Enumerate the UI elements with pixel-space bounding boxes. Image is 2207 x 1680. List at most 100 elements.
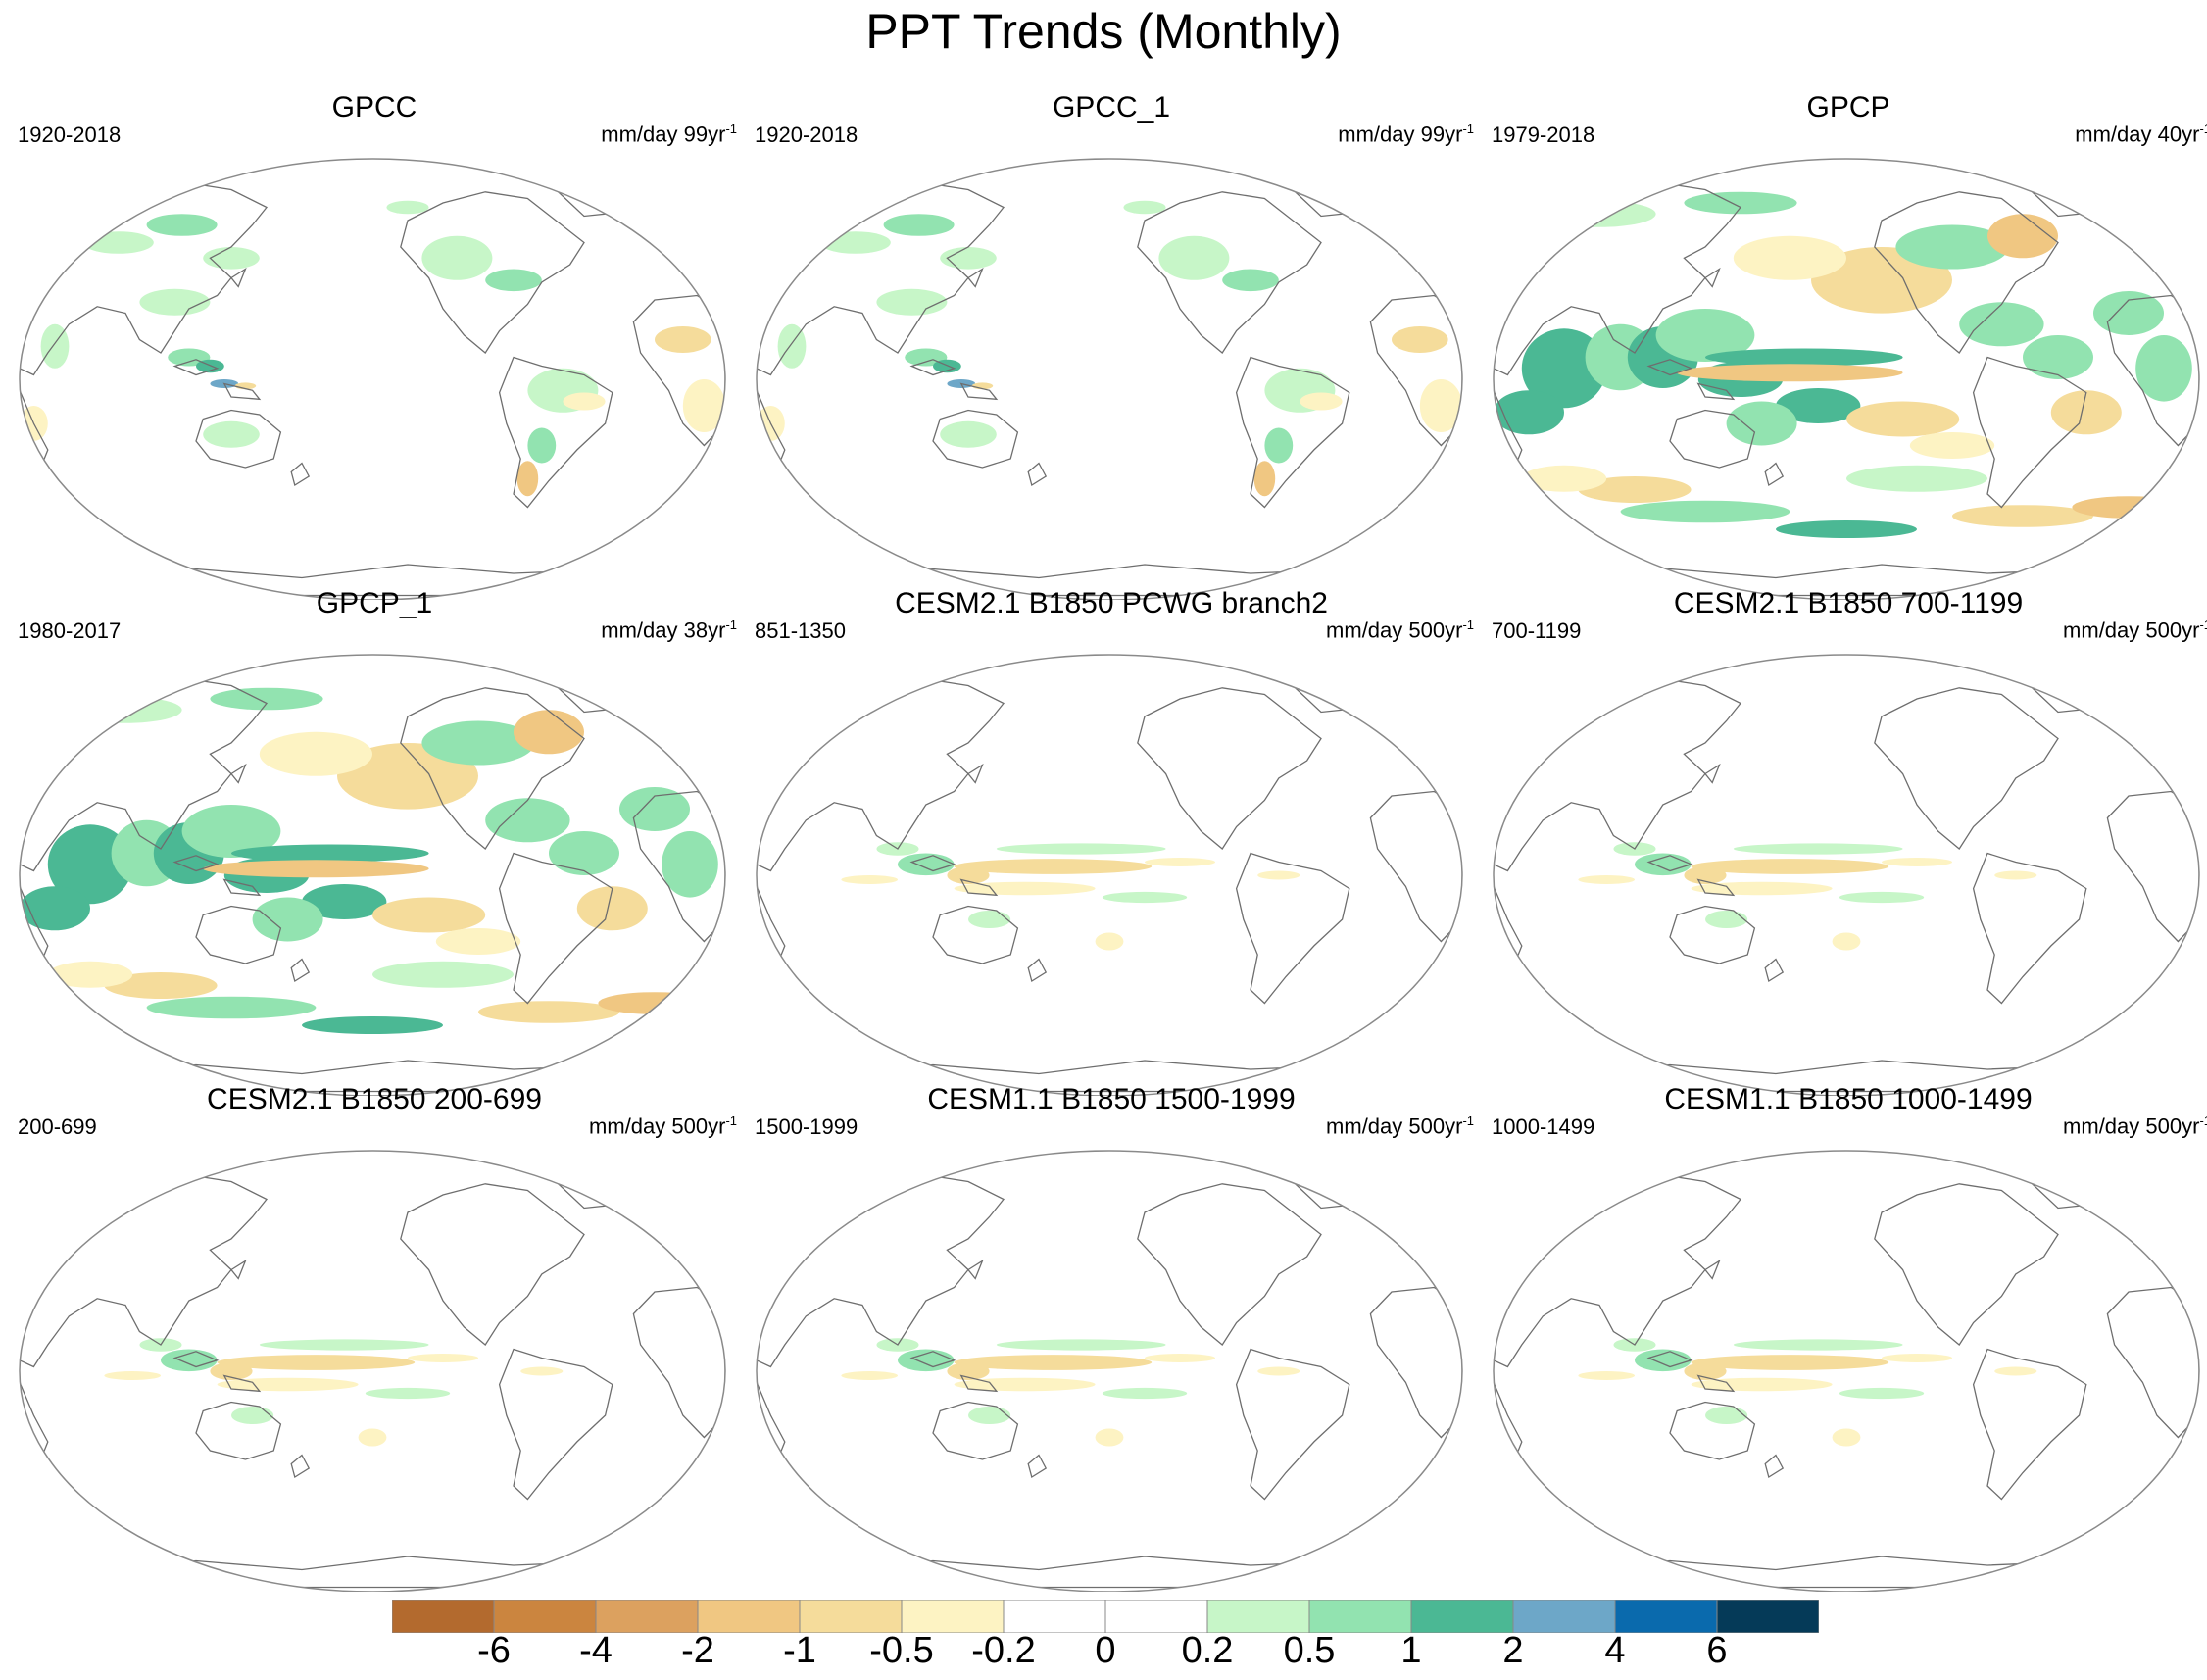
trend-patch [217, 1355, 416, 1370]
trend-patch [1158, 235, 1230, 280]
units-exponent: -1 [725, 122, 737, 136]
colorbar-tick-label: 2 [1502, 1630, 1524, 1671]
colorbar-tick-label: -0.5 [869, 1630, 934, 1671]
trend-patch [252, 897, 323, 942]
coastline [1494, 390, 1523, 469]
period-label: 1500-1999 [755, 1114, 858, 1139]
trend-patch [633, 196, 676, 219]
coastline [1704, 763, 1721, 784]
coastline [1235, 852, 1350, 1005]
trend-patch [1895, 224, 2009, 270]
map-plot [1493, 654, 2200, 1096]
colorbar-swatch [1512, 1600, 1616, 1633]
trend-patch [302, 1016, 443, 1034]
trend-patch [1776, 520, 1917, 538]
units-exponent: -1 [2199, 618, 2207, 632]
coastline [498, 852, 613, 1005]
trend-patch [576, 676, 662, 700]
trend-patch [20, 886, 90, 931]
colorbar-tick-label: -0.2 [971, 1630, 1036, 1671]
colorbar-swatch [697, 1600, 801, 1633]
map-panel: GPCC_1 1920-2018 mm/day 99yr-1 [745, 90, 1478, 600]
map-frame [19, 1150, 726, 1592]
colorbar [392, 1600, 1819, 1633]
colorbar-swatch [1614, 1600, 1718, 1633]
trend-patch [996, 1339, 1166, 1351]
trend-patch [203, 860, 429, 878]
trend-patch [1691, 859, 1889, 874]
map-plot [19, 654, 726, 1096]
coastline [757, 390, 786, 469]
trend-patch [104, 972, 218, 999]
trend-patch [996, 843, 1166, 855]
trend-patch [940, 420, 997, 448]
trend-patch [527, 427, 557, 464]
trend-patch [954, 881, 1096, 896]
coastline [932, 409, 1019, 469]
trend-patch [549, 831, 619, 875]
trend-patch [146, 214, 218, 236]
trend-patch [365, 1387, 451, 1400]
map-panel: GPCC 1920-2018 mm/day 99yr-1 [8, 90, 741, 600]
coastline [967, 1259, 984, 1280]
trend-patch [662, 831, 718, 898]
coastline [1235, 1348, 1350, 1501]
trend-patch [1882, 858, 1952, 866]
trend-patch [954, 1377, 1096, 1392]
trend-patch [563, 392, 606, 411]
trend-patch [217, 1377, 359, 1392]
units-label: mm/day 500yr-1 [589, 1113, 737, 1139]
period-label: 700-1199 [1492, 618, 1582, 643]
coastline [1494, 1382, 1523, 1460]
trend-patch [1264, 427, 1294, 464]
map-plot [756, 1150, 1463, 1592]
trend-patch [181, 805, 281, 858]
map-frame [19, 158, 726, 600]
trend-patch [1994, 1366, 2037, 1376]
trend-patch [1677, 364, 1903, 382]
coastline [222, 382, 262, 401]
coastline [932, 905, 1019, 964]
trend-patch [259, 731, 372, 776]
trend-patch [1123, 200, 1166, 215]
coastline [195, 409, 282, 469]
units-label: mm/day 99yr-1 [601, 122, 737, 147]
coastline [1874, 1183, 2059, 1346]
map-plot [756, 158, 1463, 600]
coastline [1669, 905, 1756, 964]
coastline [290, 462, 311, 487]
trend-patch [1733, 1339, 1903, 1351]
panel-title: GPCP [1806, 91, 1890, 124]
trend-patch [1370, 196, 1413, 219]
units-label: mm/day 500yr-1 [1326, 1113, 1474, 1139]
trend-patch [230, 844, 429, 863]
map-frame [1493, 1150, 2200, 1592]
coastline [195, 1401, 282, 1460]
trend-patch [954, 859, 1153, 874]
trend-patch [1684, 866, 1727, 884]
period-label: 1980-2017 [18, 618, 122, 643]
trend-patch [598, 992, 711, 1014]
trend-patch [1839, 1387, 1925, 1400]
trend-patch [841, 1371, 898, 1380]
trend-patch [104, 1371, 161, 1380]
map-background [20, 1151, 725, 1592]
trend-patch [139, 288, 211, 316]
coastline [498, 356, 613, 509]
map-frame [19, 654, 726, 1096]
trend-patch [1691, 881, 1833, 896]
coastline [1669, 1401, 1756, 1460]
colorbar-swatch [1104, 1600, 1208, 1633]
colorbar-tick-label: -6 [477, 1630, 511, 1671]
units-exponent: -1 [2199, 1113, 2207, 1128]
coastline [1494, 886, 1523, 964]
map-plot [19, 158, 726, 600]
trend-patch [1705, 348, 1903, 367]
trend-patch [1726, 401, 1797, 446]
coastline [400, 1183, 585, 1346]
coastline [909, 359, 956, 376]
coastline [400, 687, 585, 850]
coastline [498, 1348, 613, 1501]
units-label: mm/day 500yr-1 [2063, 613, 2207, 643]
trend-patch [1635, 1349, 1692, 1372]
